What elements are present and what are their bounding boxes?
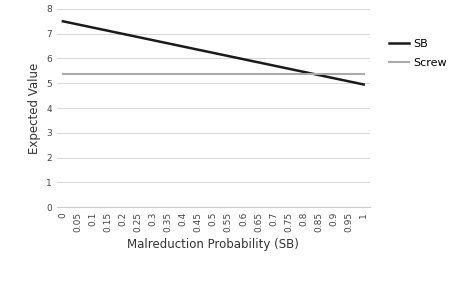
SB — [90, 26, 96, 29]
Screw — [105, 72, 111, 75]
SB — [301, 70, 306, 74]
Screw — [346, 72, 352, 75]
SB — [271, 64, 276, 67]
Screw — [135, 72, 141, 75]
SB — [226, 54, 231, 58]
X-axis label: Malreduction Probability (SB): Malreduction Probability (SB) — [128, 238, 299, 251]
Screw — [361, 72, 366, 75]
Screw — [286, 72, 292, 75]
SB — [120, 32, 126, 36]
Line: SB: SB — [63, 21, 364, 84]
SB — [286, 67, 292, 70]
Screw — [195, 72, 201, 75]
Screw — [271, 72, 276, 75]
SB — [60, 20, 66, 23]
Screw — [301, 72, 306, 75]
SB — [165, 42, 171, 45]
Legend: SB, Screw: SB, Screw — [385, 34, 452, 72]
Screw — [60, 72, 66, 75]
SB — [346, 80, 352, 83]
Screw — [90, 72, 96, 75]
Screw — [150, 72, 156, 75]
Y-axis label: Expected Value: Expected Value — [27, 62, 41, 154]
SB — [150, 38, 156, 42]
Screw — [75, 72, 81, 75]
SB — [240, 57, 246, 61]
Screw — [316, 72, 321, 75]
SB — [105, 29, 111, 33]
Screw — [165, 72, 171, 75]
SB — [181, 45, 186, 48]
SB — [255, 61, 261, 64]
Screw — [226, 72, 231, 75]
SB — [135, 35, 141, 39]
Screw — [240, 72, 246, 75]
Screw — [331, 72, 337, 75]
SB — [195, 48, 201, 52]
SB — [210, 51, 216, 55]
Screw — [181, 72, 186, 75]
Screw — [120, 72, 126, 75]
SB — [316, 73, 321, 77]
SB — [361, 83, 366, 86]
Screw — [210, 72, 216, 75]
SB — [75, 23, 81, 26]
Screw — [255, 72, 261, 75]
SB — [331, 76, 337, 80]
